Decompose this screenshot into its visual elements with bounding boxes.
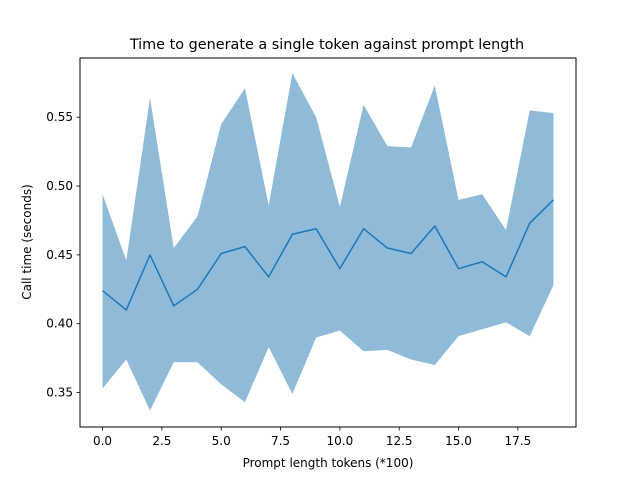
x-axis-label: Prompt length tokens (*100): [243, 456, 414, 470]
confidence-band: [102, 73, 554, 411]
plot-area: [102, 73, 554, 411]
x-tick-label: 5.0: [212, 434, 231, 448]
x-tick-label: 7.5: [271, 434, 290, 448]
x-tick-label: 12.5: [386, 434, 413, 448]
y-tick-label: 0.55: [46, 110, 73, 124]
y-tick-label: 0.45: [46, 248, 73, 262]
x-tick-label: 2.5: [152, 434, 171, 448]
y-tick-label: 0.35: [46, 386, 73, 400]
x-axis: 0.0 2.5 5.0 7.5 10.0 12.5 15.0 17.5: [93, 427, 531, 448]
mean-line: [102, 199, 554, 311]
y-tick-label: 0.40: [46, 317, 73, 331]
x-tick-label: 0.0: [93, 434, 112, 448]
y-axis-label: Call time (seconds): [20, 184, 34, 300]
x-tick-label: 17.5: [504, 434, 531, 448]
chart-title: Time to generate a single token against …: [129, 37, 524, 53]
axes-frame: [79, 57, 577, 428]
y-tick-label: 0.50: [46, 179, 73, 193]
y-axis: 0.35 0.40 0.45 0.50 0.55: [46, 110, 80, 400]
x-tick-label: 15.0: [445, 434, 472, 448]
x-tick-label: 10.0: [327, 434, 354, 448]
